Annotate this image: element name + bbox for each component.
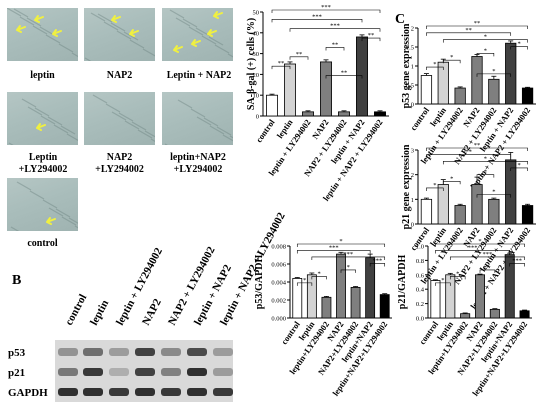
significance-label: * [484,155,487,162]
y-axis-label: p21 gene expression [401,144,412,229]
bar [380,295,389,318]
bar [522,88,532,104]
y-tick-label: 1.0 [416,244,424,251]
y-tick-label: 50 [253,10,260,17]
y-axis-label: p53 gene expression [401,23,412,108]
bar [446,275,455,318]
y-tick-label: 0.008 [271,244,286,251]
significance-label: * [450,175,453,182]
bar [489,79,499,104]
bar [520,311,529,318]
y-axis-label: SA-β-gal (+) cells (%) [246,18,257,110]
significance-label: *** [373,257,383,264]
significance-label: ** [465,149,472,156]
y-axis-label: p53/GAPDH [254,255,265,310]
bar [421,76,431,105]
y-tick-label: 0.0 [416,316,424,323]
significance-label: ** [474,20,481,27]
significance-label: * [492,68,495,75]
significance-label: * [518,41,521,48]
significance-label: * [478,238,481,245]
y-axis-label: p21/GAPDH [397,255,408,310]
significance-label: ** [278,60,285,67]
bar [490,309,499,318]
bar [338,112,349,116]
significance-label: * [318,270,321,277]
bar [307,275,316,318]
significance-label: * [484,169,487,176]
significance-label: *** [468,244,478,251]
significance-label: *** [343,251,353,258]
bar [455,88,465,104]
significance-label: * [450,54,453,61]
bar [366,258,375,318]
bar [320,62,331,116]
significance-label: *** [321,4,331,11]
bar [322,297,331,318]
significance-label: ** [474,142,481,149]
chart-p53-gapdh: 0.0000.0020.0040.0060.008p53/GAPDHcontro… [254,238,392,398]
bar [522,206,532,225]
significance-label: * [441,277,444,284]
significance-label: ** [465,27,472,34]
y-tick-label: 0.002 [271,298,286,305]
bar [266,95,277,116]
significance-label: ** [332,41,339,48]
bar [455,206,465,225]
y-tick-label: 0.000 [271,316,286,323]
significance-label: * [484,47,487,54]
significance-label: * [303,277,306,284]
bar [489,199,499,224]
significance-label: ** [368,32,375,39]
bar [472,185,482,224]
y-tick-label: 0.004 [271,280,286,287]
y-tick-label: 0 [256,114,259,121]
significance-label: * [433,61,436,68]
bar [336,254,345,318]
significance-label: ** [341,70,348,77]
significance-label: *** [329,244,339,251]
significance-label: * [484,34,487,41]
y-tick-label: 0.2 [416,301,424,308]
significance-label: * [492,189,495,196]
bar [472,57,482,105]
significance-label: * [486,264,489,271]
y-tick-label: 0.8 [416,258,424,265]
bar [421,199,431,224]
significance-label: * [339,238,342,245]
significance-label: *** [483,251,493,258]
bar [302,112,313,116]
y-tick-label: 0.6 [416,272,425,279]
x-tick-label: control [254,117,277,144]
significance-label: *** [330,23,340,30]
significance-label: *** [512,257,522,264]
significance-label: * [456,270,459,277]
significance-label: *** [312,13,322,20]
significance-label: * [433,182,436,189]
significance-label: * [347,264,350,271]
bar [374,112,385,116]
y-tick-label: 0.006 [271,262,286,269]
bar [461,314,470,318]
bar [475,275,484,318]
bar [431,281,440,318]
y-tick-label: 0.4 [416,287,425,294]
bar [351,287,360,318]
significance-label: ** [296,51,303,58]
bar [284,64,295,116]
significance-label: * [518,162,521,169]
